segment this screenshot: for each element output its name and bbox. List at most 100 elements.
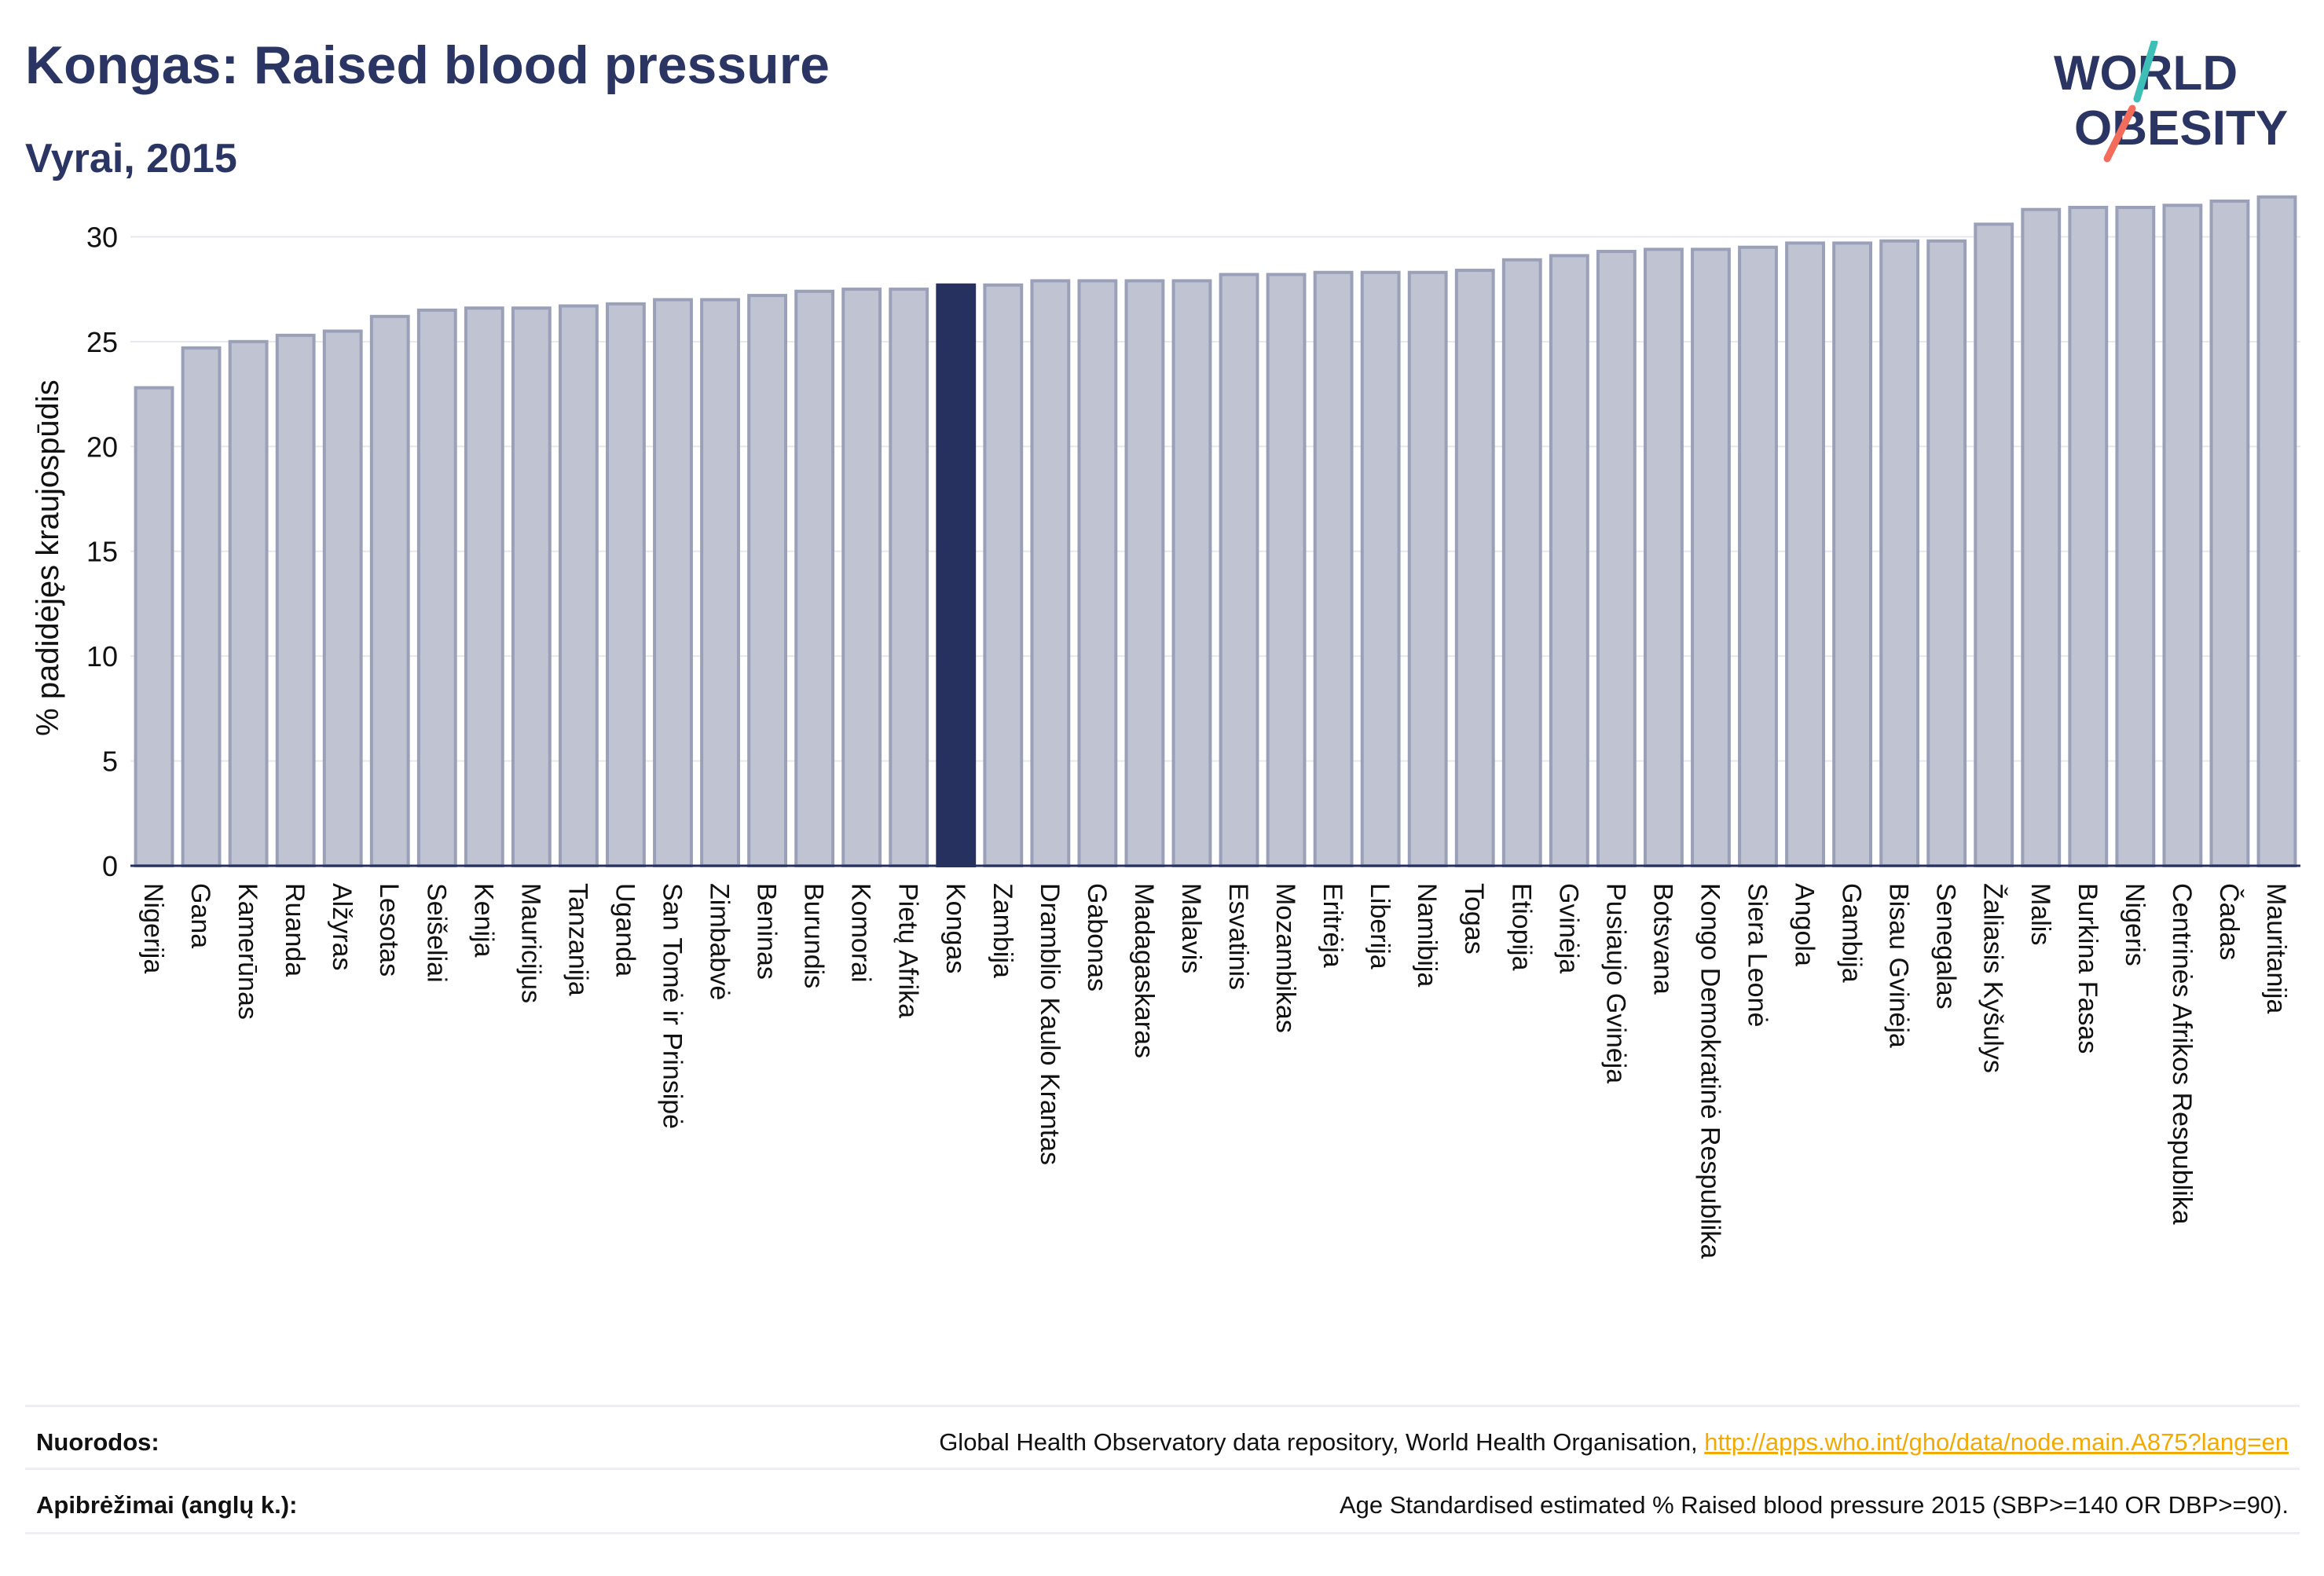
- bar: [275, 333, 316, 867]
- sources-link[interactable]: http://apps.who.int/gho/data/node.main.A…: [1704, 1428, 2289, 1456]
- x-tick-label: Zimbabvė: [705, 883, 735, 1000]
- bar: [2162, 203, 2203, 867]
- x-tick-label: Esvatinis: [1223, 883, 1253, 990]
- x-tick-label: Burkina Fasas: [2073, 883, 2102, 1054]
- x-tick-label: Malavis: [1176, 883, 1206, 973]
- x-tick-label: Mozambikas: [1270, 883, 1300, 1033]
- bar: [700, 298, 740, 867]
- x-tick-label: Kamerūnas: [233, 883, 262, 1020]
- bar: [1596, 250, 1637, 867]
- bar: [1926, 239, 1967, 867]
- bar: [369, 314, 410, 868]
- bar: [134, 386, 174, 867]
- x-tick-label: Lesotas: [374, 883, 404, 977]
- y-tick-label: 25: [86, 326, 118, 358]
- sources-value: Global Health Observatory data repositor…: [939, 1428, 2289, 1457]
- y-tick-label: 15: [86, 536, 118, 568]
- bar: [228, 339, 269, 867]
- bar: [606, 302, 646, 867]
- x-tick-label: Eritrėja: [1318, 883, 1347, 968]
- bar: [2115, 206, 2156, 867]
- logo-slash-teal: [2133, 41, 2158, 103]
- x-tick-label: Burundis: [799, 883, 829, 988]
- x-tick-label: Senegalas: [1931, 883, 1961, 1010]
- footer-divider-bottom: [25, 1532, 2300, 1534]
- sources-text: Global Health Observatory data repositor…: [939, 1428, 1705, 1456]
- y-axis-label: % padidėjęs kraujospūdis: [31, 379, 65, 736]
- y-tick-label: 30: [86, 221, 118, 253]
- x-tick-label: Malis: [2025, 883, 2055, 945]
- bar: [464, 306, 504, 867]
- x-tick-label: San Tomė ir Prinsipė: [658, 883, 687, 1129]
- x-tick-label: Gabonas: [1082, 883, 1112, 991]
- x-tick-label: Bisau Gvinėja: [1884, 883, 1914, 1048]
- x-tick-label: Zambija: [988, 883, 1017, 978]
- bar: [1738, 245, 1778, 867]
- y-tick-label: 5: [102, 746, 118, 778]
- x-tick-label: Botsvana: [1648, 883, 1677, 995]
- x-tick-label: Togas: [1459, 883, 1489, 955]
- x-tick-label: Gana: [185, 883, 215, 948]
- x-tick-label: Nigerija: [138, 883, 168, 973]
- bar: [794, 289, 835, 867]
- bar: [747, 294, 788, 868]
- bar: [181, 346, 222, 868]
- definitions-label: Apibrėžimai (anglų k.):: [36, 1491, 298, 1519]
- x-tick-label: Uganda: [610, 883, 640, 977]
- bar: [2209, 200, 2250, 868]
- bar: [1219, 273, 1259, 868]
- bar: [511, 306, 552, 867]
- bar: [1691, 247, 1731, 867]
- bar: [1974, 222, 2014, 867]
- x-tick-label: Centrinės Afrikos Respublika: [2167, 883, 2197, 1225]
- x-tick-label: Angola: [1790, 883, 1820, 966]
- bar: [1030, 279, 1071, 867]
- bar: [983, 283, 1024, 868]
- bar: [1549, 254, 1589, 867]
- definitions-value: Age Standardised estimated % Raised bloo…: [1339, 1491, 2289, 1519]
- x-tick-label: Dramblio Kaulo Krantas: [1035, 883, 1065, 1165]
- bar: [889, 288, 929, 867]
- footer-divider-middle: [25, 1468, 2300, 1470]
- bar-highlight: [936, 283, 977, 868]
- x-tick-label: Mauricijus: [515, 883, 545, 1003]
- footer-sources-row: Nuorodos: Global Health Observatory data…: [25, 1420, 2300, 1468]
- bar: [1266, 273, 1307, 868]
- bar: [1171, 279, 1212, 867]
- bar: [416, 308, 457, 867]
- bar-chart: 0 5 10 15 20 25 30 Nigerija Gana Kamerūnas Ruanda A…: [31, 195, 2300, 1259]
- bar: [1407, 270, 1448, 867]
- bar: [1643, 247, 1684, 867]
- bar: [1077, 279, 1118, 867]
- bar: [322, 329, 363, 867]
- x-tick-label: Kenija: [468, 883, 498, 958]
- footer-divider-top: [25, 1405, 2300, 1407]
- y-tick-label: 20: [86, 431, 118, 463]
- world-obesity-logo: WORLD OBESITY: [2054, 41, 2288, 163]
- bar: [1785, 241, 1825, 868]
- x-tick-label: Kongas: [940, 883, 970, 973]
- x-tick-label: Alžyras: [327, 883, 357, 970]
- bar: [1313, 270, 1354, 867]
- bar: [1124, 279, 1165, 867]
- bar: [2256, 195, 2297, 867]
- x-tick-label: Komorai: [846, 883, 876, 983]
- page-subtitle: Vyrai, 2015: [25, 136, 237, 181]
- x-tick-label: Seišeliai: [421, 883, 451, 983]
- bar: [2068, 206, 2109, 867]
- bar: [653, 298, 693, 867]
- logo-slash-coral: [2103, 104, 2136, 163]
- x-tick-label: Ruanda: [280, 883, 310, 977]
- x-tick-label: Žaliasis Kyšulys: [1978, 883, 2008, 1073]
- footer-definitions-row: Apibrėžimai (anglų k.): Age Standardised…: [25, 1483, 2300, 1530]
- y-tick-label: 0: [102, 850, 118, 882]
- y-tick-label: 10: [86, 640, 118, 673]
- x-tick-label: Tanzanija: [563, 883, 592, 996]
- x-tick-label: Etiopija: [1506, 883, 1536, 971]
- x-tick-label: Pietų Afrika: [893, 883, 923, 1018]
- x-tick-label: Beninas: [752, 883, 782, 980]
- sources-label: Nuorodos:: [36, 1428, 159, 1456]
- x-tick-label: Siera Leonė: [1743, 883, 1772, 1027]
- x-tick-label: Liberija: [1365, 883, 1395, 969]
- x-tick-label: Namibija: [1412, 883, 1442, 987]
